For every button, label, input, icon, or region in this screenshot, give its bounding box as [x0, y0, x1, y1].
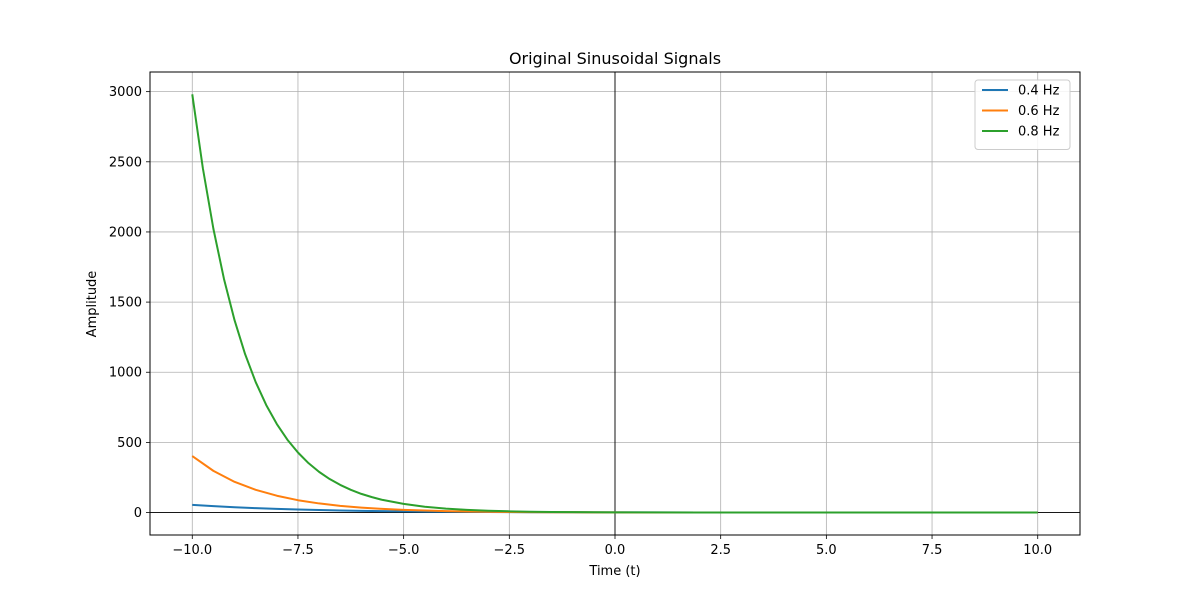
- chart-title: Original Sinusoidal Signals: [509, 49, 721, 68]
- y-tick-label: 2000: [109, 225, 142, 240]
- x-axis-title: Time (t): [588, 564, 640, 579]
- x-tick-label: −7.5: [282, 543, 314, 558]
- x-tick-label: 10.0: [1023, 543, 1052, 558]
- series-line-3: [191, 94, 1038, 514]
- y-tick-label: 1500: [109, 296, 142, 311]
- x-tick-label: 2.5: [710, 543, 731, 558]
- y-tick-label: 1000: [109, 366, 142, 381]
- legend-label: 0.4 Hz: [1018, 84, 1060, 99]
- x-tick-label: 5.0: [816, 543, 837, 558]
- x-tick-label: −5.0: [388, 543, 420, 558]
- y-axis-title: Amplitude: [85, 271, 100, 338]
- y-tick-label: 3000: [109, 85, 142, 100]
- y-tick-label: 0: [134, 506, 142, 521]
- legend-label: 0.8 Hz: [1018, 125, 1060, 140]
- x-tick-label: 0.0: [605, 543, 626, 558]
- legend-label: 0.6 Hz: [1018, 104, 1060, 119]
- y-tick-label: 2500: [109, 155, 142, 170]
- legend: 0.4 Hz 0.6 Hz 0.8 Hz: [974, 79, 1071, 150]
- x-tick-label: 7.5: [922, 543, 943, 558]
- x-axis-ticks: −10.0 −7.5 −5.0 −2.5 0.0 2.5 5.0 7.5 10.0: [172, 535, 1052, 558]
- y-tick-label: 500: [117, 436, 142, 451]
- x-tick-label: −10.0: [172, 543, 212, 558]
- x-tick-label: −2.5: [494, 543, 526, 558]
- legend-box: [974, 79, 1071, 150]
- series-lines: [191, 94, 1038, 514]
- y-axis-ticks: 0 500 1000 1500 2000 2500 3000: [109, 85, 150, 521]
